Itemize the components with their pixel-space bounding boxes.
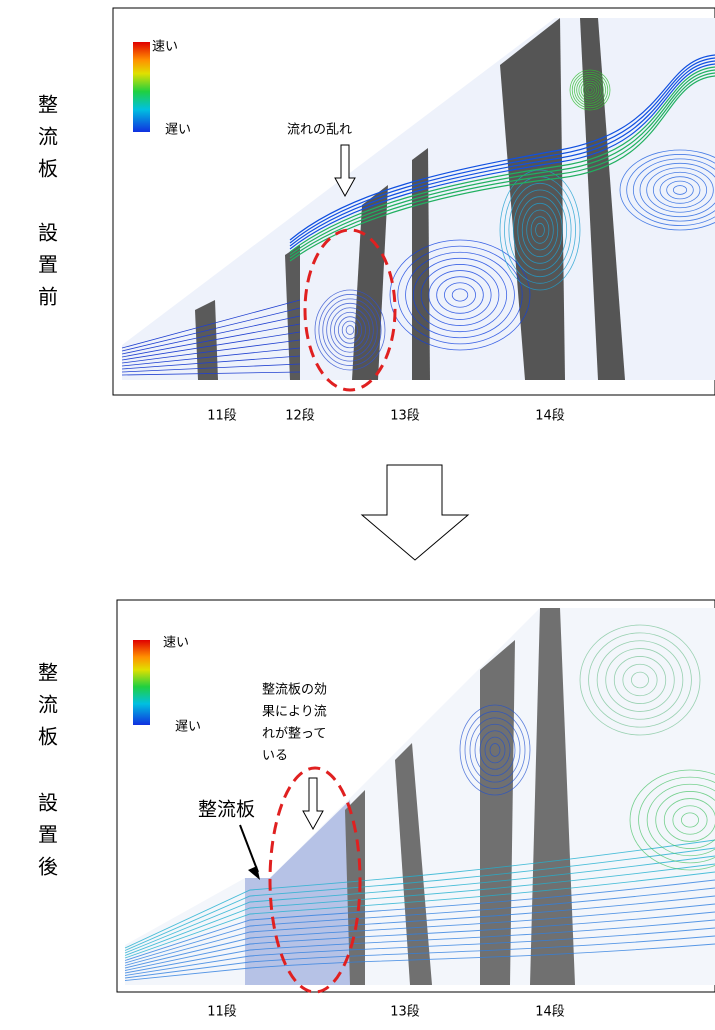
side-label: 設置後 bbox=[35, 792, 59, 888]
annotation: 流れの乱れ bbox=[287, 123, 352, 138]
legend-fast: 速い bbox=[163, 636, 189, 651]
side-label: 整流板 bbox=[35, 94, 59, 190]
transition-arrow bbox=[362, 465, 468, 560]
side-label: 設置前 bbox=[35, 222, 59, 318]
stage-label: 11段 bbox=[207, 409, 237, 424]
stage-label: 13段 bbox=[390, 1005, 420, 1020]
panel-before: 速い 遅い 流れの乱れ 整流板 設置前 11段 12段 13段 14段 bbox=[35, 8, 715, 424]
stage-label: 11段 bbox=[207, 1005, 237, 1020]
stage-wall bbox=[480, 640, 515, 985]
annotation-line: いる bbox=[262, 749, 288, 764]
annotation-line: 果により流 bbox=[262, 705, 327, 720]
legend-slow: 遅い bbox=[165, 123, 191, 138]
annotation-line: 整流板の効 bbox=[262, 683, 327, 698]
annotation-line: れが整って bbox=[262, 727, 326, 742]
side-label: 整流板 bbox=[35, 662, 59, 758]
panel-after: 速い 遅い 整流板の効 果により流 れが整って いる 整流板 整流板 設置後 1… bbox=[35, 600, 715, 1020]
figure: 速い 遅い 流れの乱れ 整流板 設置前 11段 12段 13段 14段 速い 遅… bbox=[0, 0, 715, 1030]
callout: 整流板 bbox=[198, 799, 255, 821]
legend-slow: 遅い bbox=[175, 720, 201, 735]
stage-label: 12段 bbox=[285, 409, 315, 424]
stage-label: 14段 bbox=[535, 409, 565, 424]
stage-label: 13段 bbox=[390, 409, 420, 424]
color-bar bbox=[133, 640, 150, 725]
stage-label: 14段 bbox=[535, 1005, 565, 1020]
legend-fast: 速い bbox=[152, 40, 178, 55]
color-bar bbox=[133, 42, 150, 132]
